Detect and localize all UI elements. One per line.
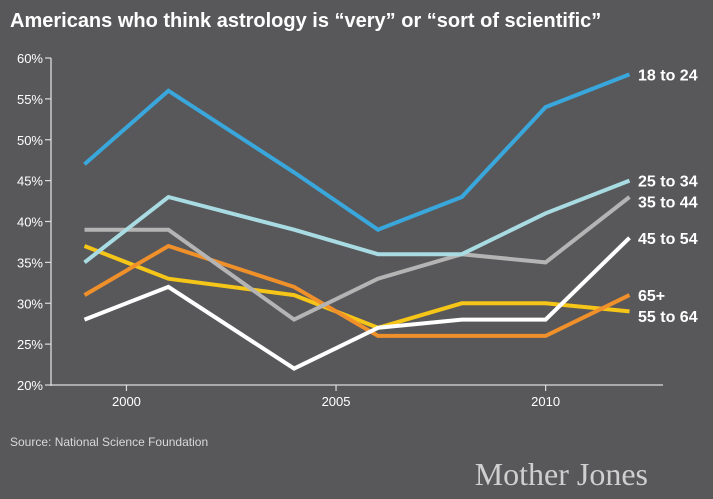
brand-logo: Mother Jones (475, 456, 648, 492)
chart-title: Americans who think astrology is “very” … (10, 10, 601, 32)
y-tick-label: 55% (17, 92, 43, 107)
source-note: Source: National Science Foundation (10, 435, 208, 449)
y-tick-label: 20% (17, 378, 43, 393)
legend-label-45-to-54: 45 to 54 (638, 231, 698, 248)
y-tick-label: 60% (17, 51, 43, 66)
x-tick-label: 2000 (112, 394, 141, 409)
y-tick-label: 50% (17, 133, 43, 148)
y-axis-ticks: 20% 25% 30% 35% 40% 45% 50% 55% 60% (17, 51, 51, 393)
series-line-18-to-24 (83, 72, 631, 232)
series-line-65 (83, 243, 631, 338)
legend-label-65: 65+ (638, 288, 665, 305)
series-line-25-to-34 (83, 178, 631, 264)
series-lines (83, 72, 631, 371)
y-tick-label: 40% (17, 215, 43, 230)
y-tick-label: 30% (17, 296, 43, 311)
legend-label-35-to-44: 35 to 44 (638, 195, 698, 212)
y-tick-label: 35% (17, 255, 43, 270)
legend-label-25-to-34: 25 to 34 (638, 174, 698, 191)
series-line-45-to-54 (83, 236, 631, 371)
y-tick-label: 45% (17, 174, 43, 189)
x-tick-label: 2010 (531, 394, 560, 409)
x-tick-label: 2005 (322, 394, 351, 409)
x-axis-ticks: 2000 2005 2010 (112, 385, 560, 409)
series-legend: 18 to 24 25 to 34 35 to 44 45 to 54 65+ 55 to… (638, 67, 698, 326)
y-tick-label: 25% (17, 337, 43, 352)
legend-label-18-to-24: 18 to 24 (638, 67, 698, 84)
series-line-35-to-44 (84, 195, 631, 322)
legend-label-55-to-64: 55 to 64 (638, 309, 698, 326)
